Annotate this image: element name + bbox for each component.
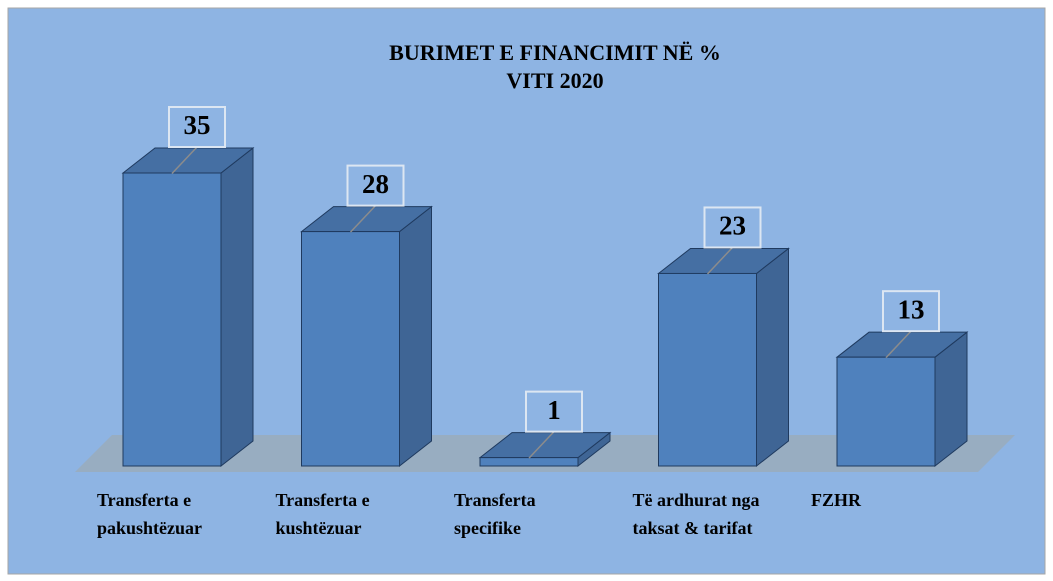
leader-line (349, 205, 377, 233)
bar-side (220, 146, 254, 468)
value-label: 13 (898, 294, 925, 324)
value-label-box (168, 106, 226, 148)
bar (479, 457, 579, 467)
value-label-box (882, 290, 940, 333)
value-label: 28 (362, 169, 389, 199)
leader-line (528, 431, 555, 459)
leader-line (885, 330, 912, 359)
x-tick-label: Transferta specifike (454, 490, 536, 538)
bar (301, 231, 400, 467)
value-label: 23 (719, 211, 746, 241)
chart-title: BURIMET E FINANCIMIT NË % (389, 40, 721, 65)
bar-side (399, 205, 432, 468)
bar-side (756, 247, 789, 468)
x-tick-label: Të ardhurat nga taksat & tarifat (632, 490, 760, 538)
value-label: 35 (184, 110, 211, 140)
bar (658, 272, 757, 467)
x-tick-label: Transferta e kushtëzuar (275, 490, 370, 538)
bar (836, 356, 936, 467)
bar (122, 172, 222, 467)
value-label: 1 (547, 395, 561, 425)
x-tick-label: FZHR (811, 490, 862, 510)
x-tick-label: Transferta e pakushtëzuar (97, 490, 203, 538)
chart-subtitle: VITI 2020 (506, 68, 603, 93)
leader-line (706, 246, 734, 275)
value-label-box (525, 390, 583, 433)
value-label-box (346, 164, 405, 207)
leader-line (171, 146, 198, 175)
value-label-box (703, 206, 762, 249)
